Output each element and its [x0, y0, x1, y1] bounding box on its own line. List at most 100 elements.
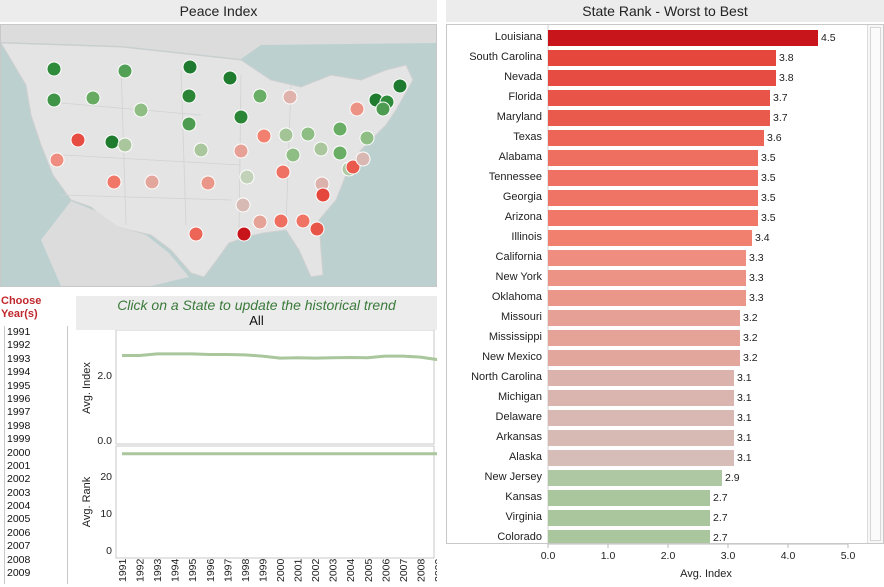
year-option[interactable]: 1995 [7, 379, 31, 392]
year-option[interactable]: 1991 [7, 326, 31, 338]
rank-bar[interactable] [548, 90, 770, 106]
rank-bar[interactable] [548, 370, 734, 386]
rank-bar[interactable] [548, 390, 734, 406]
state-marker[interactable] [332, 121, 348, 137]
state-marker[interactable] [273, 213, 289, 229]
state-marker[interactable] [70, 132, 86, 148]
state-marker[interactable] [282, 89, 298, 105]
us-map-canvas[interactable] [1, 25, 436, 286]
year-option[interactable]: 2002 [7, 473, 31, 486]
state-marker[interactable] [392, 78, 408, 94]
year-option[interactable]: 2008 [7, 553, 31, 566]
rank-bar[interactable] [548, 490, 710, 506]
state-marker[interactable] [309, 221, 325, 237]
state-marker[interactable] [85, 90, 101, 106]
year-option[interactable]: 1992 [7, 339, 31, 352]
index-axis-title: Avg. Index [81, 362, 93, 414]
state-marker[interactable] [117, 63, 133, 79]
state-rank-bars[interactable]: Louisiana 4.5 South Carolina 3.8 Nevada 3.8 Fl… [447, 25, 867, 546]
rank-bar[interactable] [548, 50, 776, 66]
year-option[interactable]: 2007 [7, 540, 31, 553]
rank-bar[interactable] [548, 190, 758, 206]
rank-bar[interactable] [548, 130, 764, 146]
year-option[interactable]: 2004 [7, 500, 31, 513]
year-option[interactable]: 1993 [7, 352, 31, 365]
state-marker[interactable] [200, 175, 216, 191]
state-marker[interactable] [285, 147, 301, 163]
state-marker[interactable] [315, 187, 331, 203]
rank-bar[interactable] [548, 410, 734, 426]
state-marker[interactable] [236, 226, 252, 242]
year-option[interactable]: 2000 [7, 446, 31, 459]
rank-bar[interactable] [548, 110, 770, 126]
state-marker[interactable] [181, 88, 197, 104]
rank-bar[interactable] [548, 310, 740, 326]
state-marker[interactable] [295, 213, 311, 229]
state-marker[interactable] [193, 142, 209, 158]
rank-bar[interactable] [548, 290, 746, 306]
year-option[interactable]: 1998 [7, 419, 31, 432]
rank-bar[interactable] [548, 530, 710, 546]
state-marker[interactable] [222, 70, 238, 86]
rank-bar[interactable] [548, 270, 746, 286]
year-option[interactable]: 2005 [7, 513, 31, 526]
state-rank-chart[interactable]: Louisiana 4.5 South Carolina 3.8 Nevada 3.8 Fl… [446, 24, 884, 546]
year-option[interactable]: 1994 [7, 366, 31, 379]
state-marker[interactable] [104, 134, 120, 150]
year-option[interactable]: 2001 [7, 459, 31, 472]
state-marker[interactable] [49, 152, 65, 168]
state-marker[interactable] [349, 101, 365, 117]
state-marker[interactable] [252, 214, 268, 230]
rank-scrollbar[interactable] [867, 25, 883, 543]
rank-scroll-thumb[interactable] [870, 27, 881, 541]
rank-bar[interactable] [548, 30, 818, 46]
rank-bar[interactable] [548, 430, 734, 446]
state-marker[interactable] [233, 143, 249, 159]
state-marker[interactable] [117, 137, 133, 153]
rank-bar[interactable] [548, 450, 734, 466]
state-marker[interactable] [144, 174, 160, 190]
state-marker[interactable] [181, 116, 197, 132]
year-option[interactable]: 2003 [7, 486, 31, 499]
state-marker[interactable] [359, 130, 375, 146]
state-marker[interactable] [332, 145, 348, 161]
state-marker[interactable] [256, 128, 272, 144]
state-marker[interactable] [355, 151, 371, 167]
state-marker[interactable] [46, 61, 62, 77]
state-marker[interactable] [278, 127, 294, 143]
state-marker[interactable] [133, 102, 149, 118]
state-marker[interactable] [106, 174, 122, 190]
state-marker[interactable] [275, 164, 291, 180]
state-marker[interactable] [235, 197, 251, 213]
state-marker[interactable] [375, 101, 391, 117]
rank-bar[interactable] [548, 510, 710, 526]
rank-bar[interactable] [548, 70, 776, 86]
rank-bar[interactable] [548, 230, 752, 246]
rank-bar[interactable] [548, 250, 746, 266]
trend-year-label: 1992 [135, 558, 147, 582]
us-map[interactable] [0, 24, 437, 287]
state-marker[interactable] [188, 226, 204, 242]
state-marker[interactable] [182, 59, 198, 75]
state-marker[interactable] [252, 88, 268, 104]
state-marker[interactable] [345, 159, 361, 175]
year-option[interactable]: 1997 [7, 406, 31, 419]
rank-bar[interactable] [548, 170, 758, 186]
state-marker[interactable] [300, 126, 316, 142]
rank-bar[interactable] [548, 330, 740, 346]
year-option[interactable]: 2009 [7, 567, 31, 580]
rank-bar[interactable] [548, 150, 758, 166]
state-marker[interactable] [239, 169, 255, 185]
rank-bar[interactable] [548, 470, 722, 486]
trend-chart[interactable]: 0.0 2.0 Avg. Index 0 10 20 Avg. Rank 1991 1992 19… [76, 329, 445, 584]
state-marker[interactable] [233, 109, 249, 125]
state-marker[interactable] [46, 92, 62, 108]
rank-bar[interactable] [548, 350, 740, 366]
year-option[interactable]: 1999 [7, 433, 31, 446]
index-trend-line[interactable] [122, 352, 439, 362]
year-option[interactable]: 1996 [7, 392, 31, 405]
state-marker[interactable] [313, 141, 329, 157]
rank-bar[interactable] [548, 210, 758, 226]
trend-chart-canvas[interactable]: 0.0 2.0 Avg. Index 0 10 20 Avg. Rank 1991 1992 19… [76, 329, 445, 584]
year-option[interactable]: 2006 [7, 526, 31, 539]
